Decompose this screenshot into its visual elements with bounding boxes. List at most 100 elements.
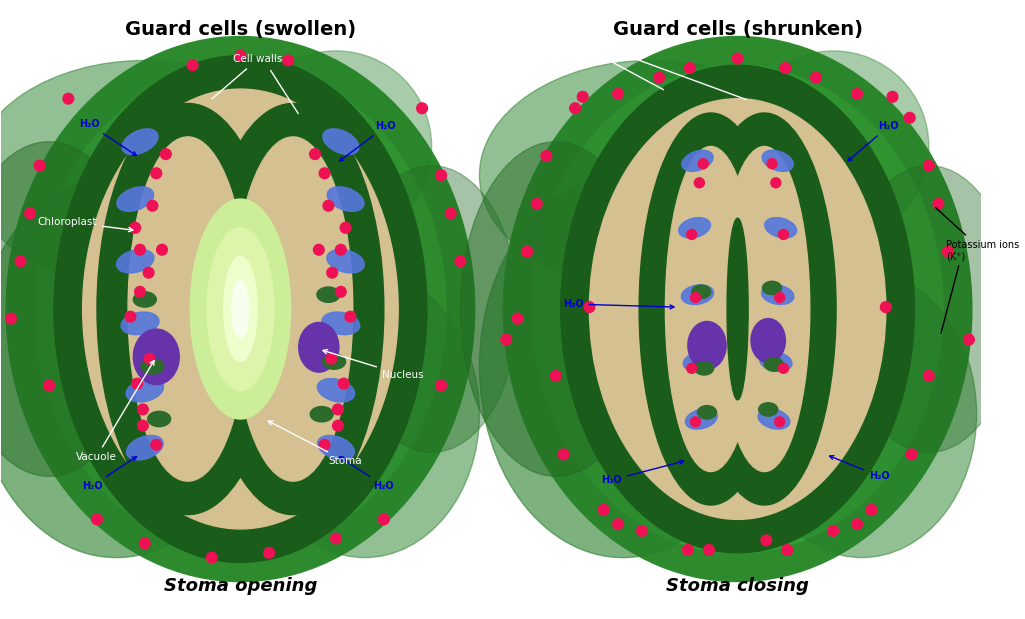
Circle shape	[335, 287, 346, 297]
Ellipse shape	[589, 98, 886, 519]
Circle shape	[188, 60, 198, 71]
Circle shape	[314, 245, 324, 255]
Circle shape	[613, 519, 623, 529]
Circle shape	[767, 158, 777, 168]
Circle shape	[263, 547, 275, 558]
Ellipse shape	[688, 321, 726, 370]
Text: Nucleus: Nucleus	[323, 350, 423, 380]
Ellipse shape	[128, 137, 248, 481]
Circle shape	[685, 63, 695, 74]
Ellipse shape	[298, 322, 339, 372]
Circle shape	[25, 208, 36, 219]
Circle shape	[151, 168, 162, 179]
Ellipse shape	[234, 137, 353, 481]
Circle shape	[924, 371, 934, 381]
Ellipse shape	[122, 129, 158, 155]
Ellipse shape	[460, 142, 652, 477]
Circle shape	[599, 504, 609, 515]
Text: Epidermal cells: Epidermal cells	[549, 45, 663, 90]
Ellipse shape	[141, 359, 164, 374]
Ellipse shape	[250, 271, 480, 558]
Circle shape	[137, 420, 149, 431]
Circle shape	[319, 168, 330, 179]
Circle shape	[880, 301, 891, 313]
Ellipse shape	[126, 435, 163, 460]
Text: Chloroplast: Chloroplast	[38, 217, 133, 232]
Ellipse shape	[843, 166, 1015, 452]
Ellipse shape	[679, 218, 710, 238]
Circle shape	[417, 103, 427, 114]
Circle shape	[771, 178, 781, 188]
Circle shape	[683, 545, 693, 555]
Circle shape	[206, 552, 217, 563]
Circle shape	[559, 449, 569, 460]
Circle shape	[779, 230, 788, 240]
Circle shape	[145, 353, 155, 364]
Circle shape	[687, 230, 697, 240]
Ellipse shape	[126, 379, 164, 402]
Circle shape	[345, 311, 356, 322]
Circle shape	[235, 50, 246, 61]
Circle shape	[283, 55, 293, 66]
Circle shape	[570, 103, 580, 114]
Circle shape	[161, 149, 171, 160]
Circle shape	[779, 363, 788, 373]
Circle shape	[691, 417, 700, 427]
Circle shape	[132, 378, 142, 389]
Text: Stoma closing: Stoma closing	[666, 578, 809, 595]
Circle shape	[541, 150, 551, 162]
Ellipse shape	[148, 412, 170, 426]
Ellipse shape	[765, 218, 796, 238]
Ellipse shape	[719, 147, 810, 472]
Circle shape	[144, 267, 154, 278]
Ellipse shape	[117, 249, 154, 273]
Circle shape	[319, 439, 330, 450]
Ellipse shape	[765, 358, 783, 371]
Ellipse shape	[311, 407, 333, 422]
Ellipse shape	[480, 61, 824, 290]
Circle shape	[577, 92, 588, 102]
Circle shape	[654, 72, 664, 83]
Circle shape	[134, 287, 146, 297]
Ellipse shape	[133, 292, 156, 307]
Ellipse shape	[322, 312, 360, 335]
Circle shape	[691, 293, 700, 303]
Circle shape	[331, 533, 341, 544]
Text: Guard cells (swollen): Guard cells (swollen)	[125, 20, 356, 40]
Ellipse shape	[0, 142, 145, 477]
Text: H₂O: H₂O	[829, 456, 890, 481]
Ellipse shape	[738, 51, 929, 242]
Text: H₂O: H₂O	[563, 299, 674, 309]
Ellipse shape	[241, 51, 432, 242]
Text: H₂O: H₂O	[79, 119, 136, 155]
Circle shape	[532, 199, 542, 209]
Circle shape	[964, 334, 975, 345]
Circle shape	[512, 313, 523, 324]
Circle shape	[327, 267, 337, 278]
Ellipse shape	[697, 405, 716, 419]
Circle shape	[888, 92, 898, 102]
Circle shape	[852, 519, 862, 529]
Circle shape	[326, 353, 336, 364]
Ellipse shape	[695, 361, 713, 375]
Circle shape	[933, 199, 944, 209]
Ellipse shape	[97, 103, 279, 514]
Ellipse shape	[318, 435, 355, 460]
Circle shape	[904, 113, 915, 123]
Circle shape	[694, 178, 704, 188]
Ellipse shape	[758, 409, 790, 429]
Circle shape	[436, 170, 447, 181]
Text: Potassium ions
(K⁺): Potassium ions (K⁺)	[936, 207, 1019, 261]
Circle shape	[775, 293, 785, 303]
Ellipse shape	[202, 103, 383, 514]
Text: Stoma opening: Stoma opening	[164, 578, 317, 595]
Ellipse shape	[35, 65, 446, 553]
Circle shape	[584, 301, 594, 313]
Text: H₂O: H₂O	[339, 457, 395, 491]
Circle shape	[761, 535, 772, 546]
Circle shape	[775, 417, 785, 427]
Circle shape	[338, 378, 350, 389]
Ellipse shape	[693, 113, 836, 505]
Ellipse shape	[561, 65, 914, 553]
Ellipse shape	[763, 281, 782, 295]
